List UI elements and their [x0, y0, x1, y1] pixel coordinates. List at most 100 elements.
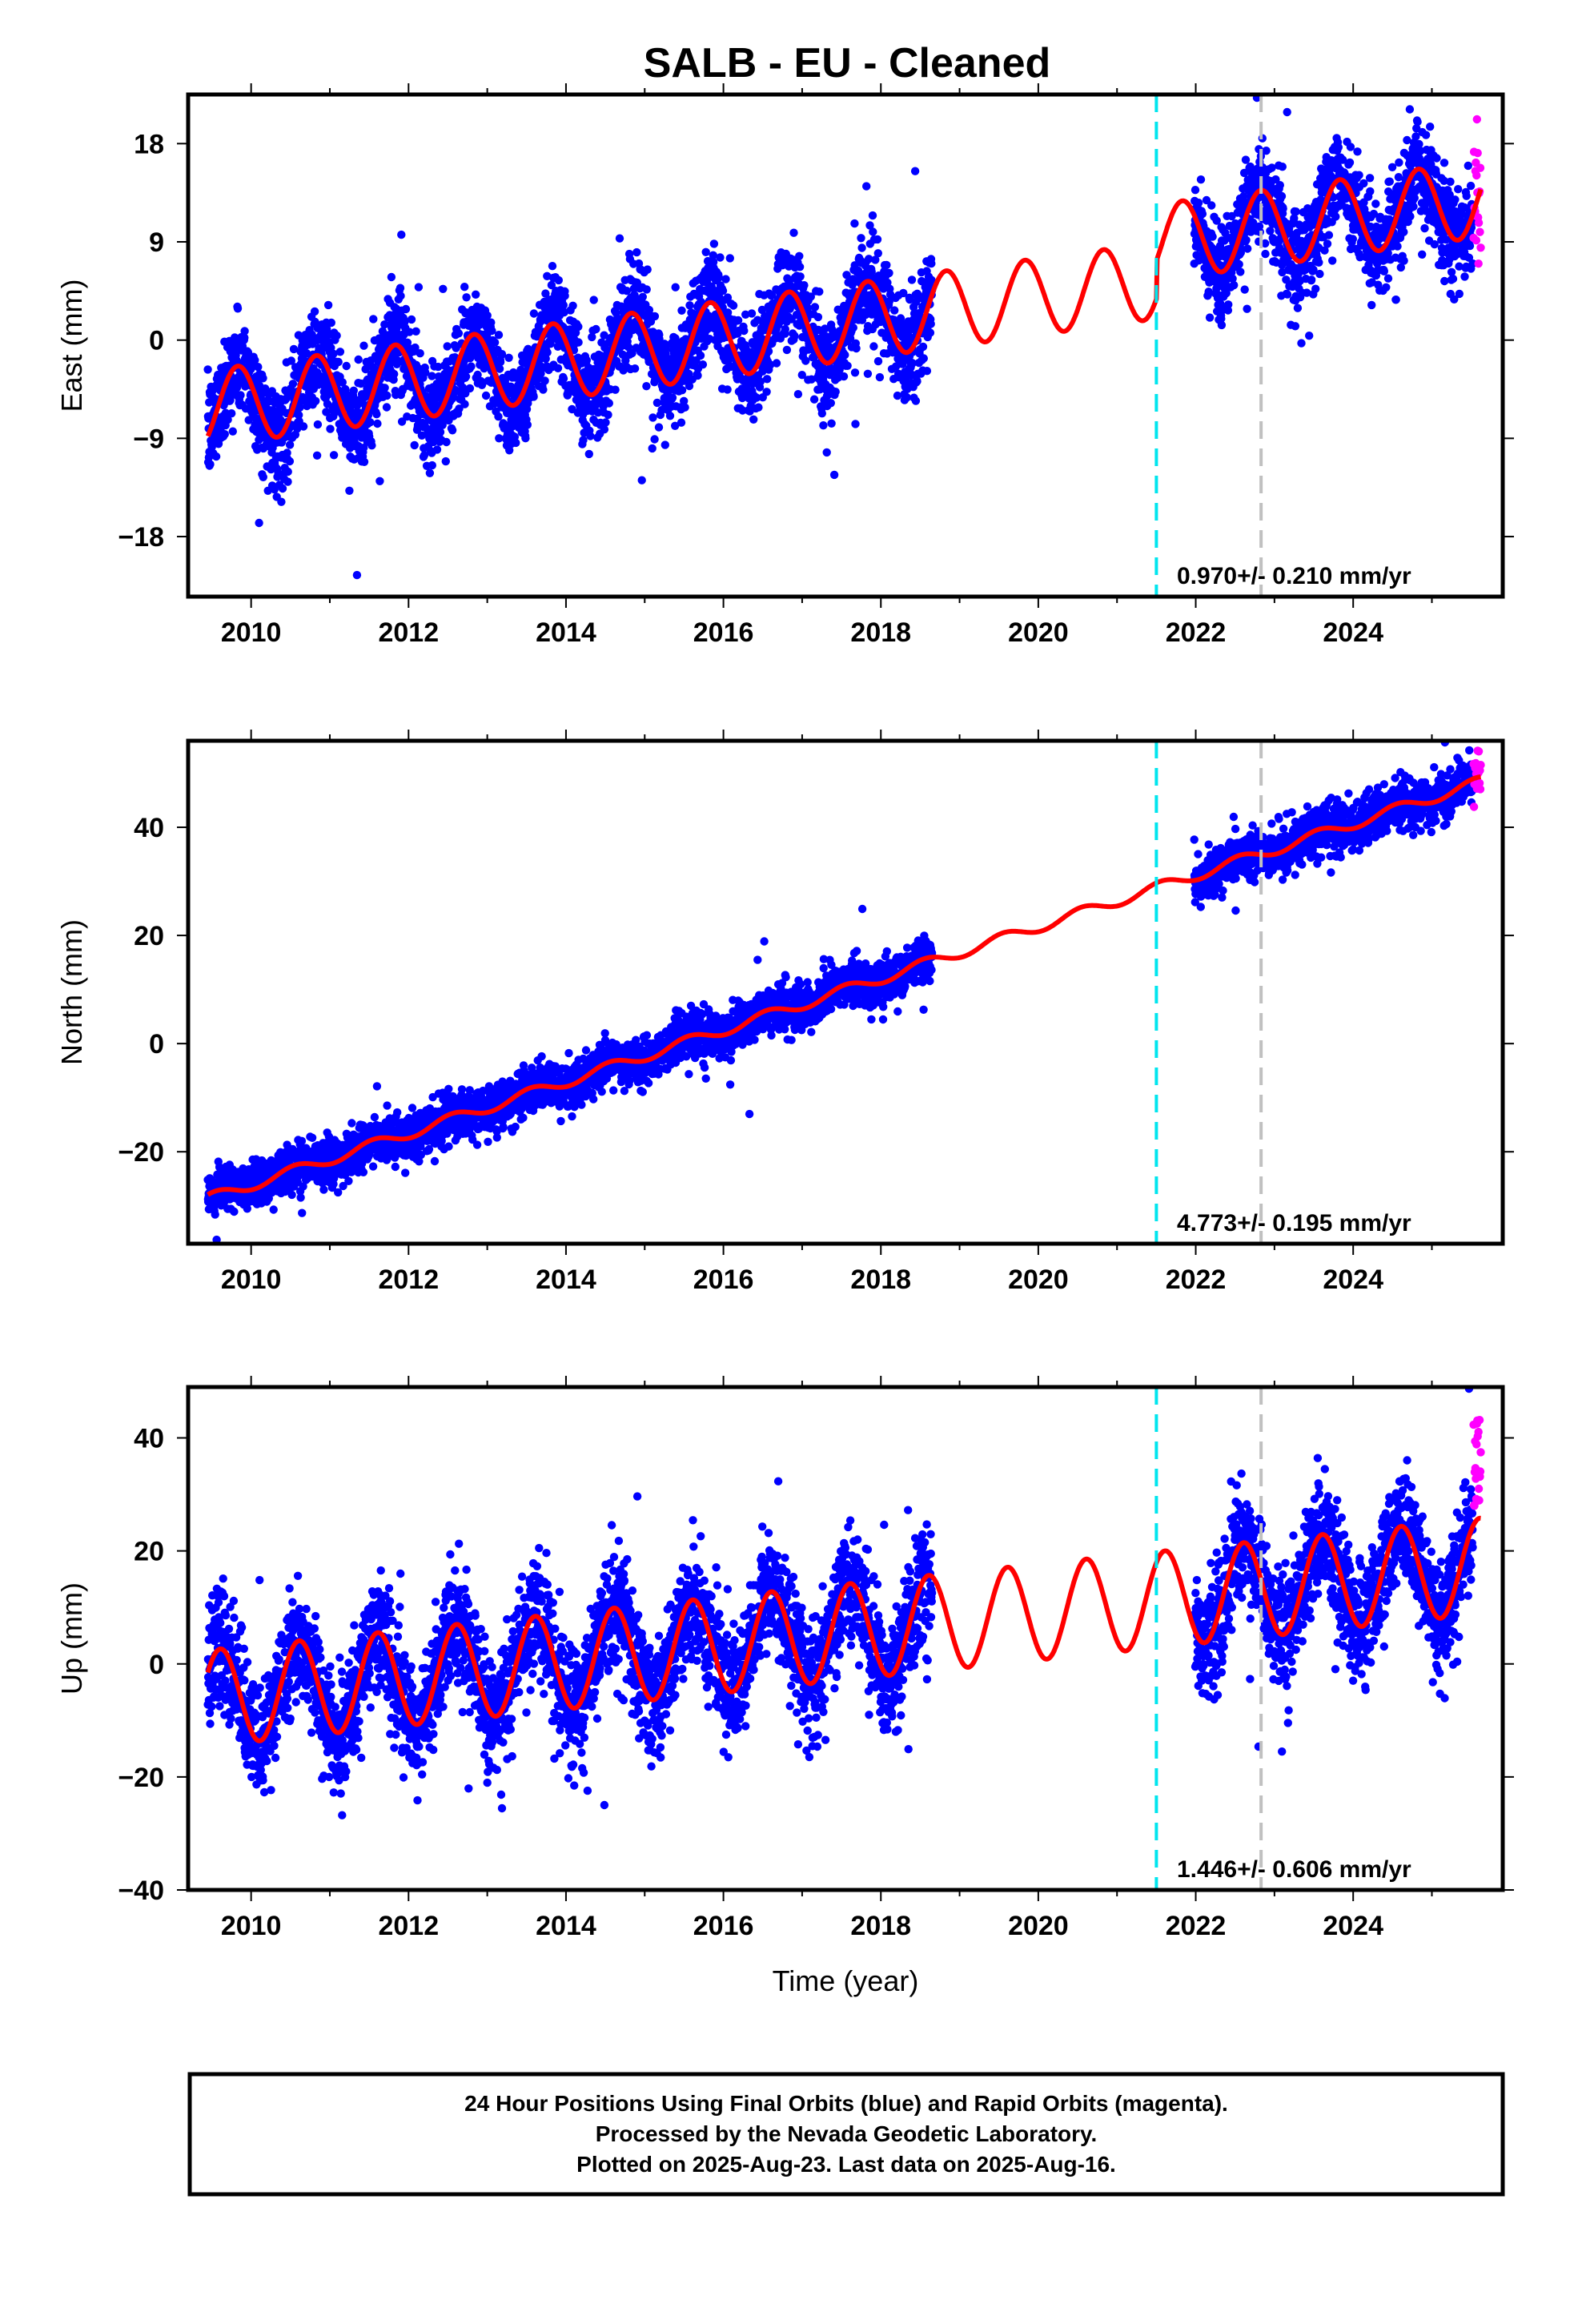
final-orbit-point [1460, 272, 1469, 281]
final-orbit-point [467, 362, 476, 371]
final-orbit-point [1464, 161, 1473, 171]
final-orbit-point [822, 448, 831, 457]
north-panel: 2010 2012 2014 2016 2018 2020 2022 2024−2002040… [55, 730, 1514, 1295]
final-orbit-point [661, 440, 669, 449]
final-orbit-point [918, 342, 928, 352]
final-orbit-point [642, 382, 651, 391]
final-orbit-point [665, 412, 675, 420]
final-orbit-point [541, 354, 550, 364]
rapid-orbit-point [1472, 115, 1482, 124]
final-orbit-point [729, 301, 738, 310]
rapid-orbit-point [1476, 163, 1485, 172]
final-orbit-point [652, 398, 662, 408]
final-orbit-point [873, 356, 883, 366]
final-orbit-point [756, 377, 765, 386]
final-orbit-point [543, 348, 552, 357]
final-orbit-point [452, 344, 460, 352]
final-orbit-point [255, 518, 263, 528]
x-tick-label: 2020 [1008, 617, 1069, 648]
rapid-orbit-point [1476, 243, 1485, 252]
final-orbit-point [1448, 275, 1458, 283]
final-orbit-point [397, 230, 406, 239]
final-orbit-point [352, 570, 362, 580]
final-orbit-point [382, 403, 391, 412]
final-orbit-point [849, 324, 858, 332]
final-orbit-point [1275, 181, 1285, 190]
final-orbit-point [1432, 154, 1441, 163]
rapid-orbit-point [1474, 259, 1483, 268]
final-orbit-point [1439, 159, 1449, 167]
rapid-orbit-point [1473, 148, 1482, 158]
final-orbit-point [407, 315, 416, 324]
final-orbit-point [1421, 131, 1431, 139]
final-orbit-point [1277, 191, 1287, 201]
final-orbit-point [621, 356, 630, 365]
final-orbit-point [288, 380, 298, 388]
final-orbit-point [521, 434, 530, 443]
final-orbit-point [329, 451, 339, 460]
final-orbit-point [278, 484, 287, 493]
final-orbit-point [863, 369, 873, 378]
final-orbit-point [334, 357, 343, 367]
final-orbit-point [227, 409, 236, 418]
y-axis-label: East (mm) [55, 279, 88, 412]
final-orbit-point [650, 312, 660, 321]
final-orbit-point [752, 393, 761, 402]
x-tick-label: 2016 [693, 617, 754, 648]
final-orbit-point [1405, 105, 1415, 114]
final-orbit-point [1462, 191, 1471, 200]
final-orbit-point [244, 416, 253, 424]
final-orbit-point [472, 290, 480, 299]
final-orbit-point [354, 355, 363, 364]
final-orbit-point [803, 304, 813, 312]
final-orbit-point [596, 396, 604, 404]
final-orbit-point [1293, 304, 1303, 312]
final-orbit-point [899, 288, 908, 298]
final-orbit-point [411, 343, 420, 352]
final-orbit-point [893, 391, 902, 400]
final-orbit-point [259, 374, 267, 383]
final-orbit-points [203, 741, 1477, 1244]
final-orbit-point [1297, 339, 1306, 348]
final-orbit-point [762, 375, 772, 384]
final-orbit-point [410, 440, 419, 450]
final-orbit-point [1194, 199, 1203, 207]
final-orbit-point [448, 426, 457, 435]
final-orbit-point [436, 428, 445, 436]
final-orbit-point [749, 415, 758, 424]
final-orbit-point [283, 448, 291, 457]
final-orbit-point [896, 314, 905, 323]
final-orbit-point [883, 278, 892, 287]
final-orbit-point [831, 388, 840, 396]
final-orbit-point [243, 1204, 251, 1213]
final-orbit-point [1393, 242, 1402, 251]
final-orbit-point [1224, 300, 1233, 309]
final-orbit-point [671, 283, 680, 292]
final-orbit-point [1426, 123, 1435, 131]
final-orbit-point [539, 385, 548, 394]
final-orbit-point [1395, 158, 1403, 167]
final-orbit-point [477, 380, 487, 389]
final-orbit-point [496, 357, 505, 367]
final-orbit-point [1236, 267, 1245, 276]
final-orbit-point [1366, 187, 1375, 196]
final-orbit-point [810, 303, 820, 312]
final-orbit-point [851, 420, 860, 428]
final-orbit-point [1399, 227, 1408, 236]
final-orbit-point [505, 446, 514, 455]
final-orbit-point [869, 342, 878, 351]
final-orbit-point [541, 289, 550, 298]
final-orbit-point [648, 444, 656, 453]
final-orbit-point [857, 234, 865, 243]
final-orbit-point [772, 359, 781, 368]
final-orbit-point [380, 384, 389, 392]
final-orbit-point [1466, 181, 1476, 191]
final-orbit-point [910, 167, 920, 175]
final-orbit-point [403, 338, 412, 347]
final-orbit-point [574, 322, 583, 332]
final-orbit-point [586, 432, 595, 440]
final-orbit-point [582, 356, 591, 365]
final-orbit-point [723, 293, 733, 302]
final-orbit-point [553, 364, 563, 372]
final-orbit-point [442, 437, 451, 447]
